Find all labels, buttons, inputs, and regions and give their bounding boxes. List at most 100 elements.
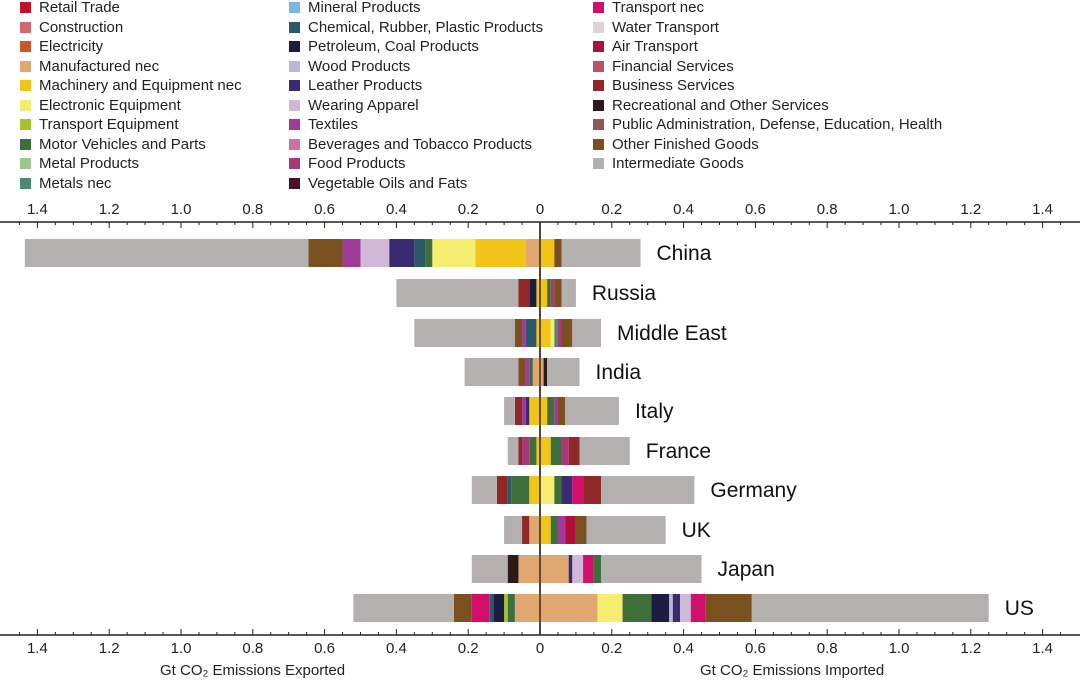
legend-swatch	[289, 2, 300, 13]
legend-label: Transport nec	[612, 0, 704, 16]
bar-segment-imported-manufactured	[540, 555, 569, 583]
bar-segment-imported-intermediate	[565, 397, 619, 425]
bar-segment-exported-intermediate	[464, 358, 519, 386]
country-label: Japan	[718, 558, 775, 581]
legend-swatch	[289, 177, 300, 189]
bar-segment-exported-chemical	[507, 476, 512, 504]
bar-segment-exported-apparel	[360, 239, 390, 267]
bar-segment-exported-intermediate	[471, 555, 508, 583]
legend-label: Financial Services	[612, 57, 734, 75]
bar-segment-imported-other_finished	[705, 594, 752, 622]
legend-item: Manufactured nec	[20, 57, 159, 76]
bar-segment-imported-intermediate	[601, 555, 702, 583]
tick-label: 1.2	[960, 640, 981, 657]
bar-segment-exported-motor	[529, 358, 533, 386]
legend-swatch	[20, 80, 31, 91]
bar-segment-exported-chemical	[414, 239, 426, 267]
bar-segment-imported-electronic	[540, 476, 555, 504]
bar-segment-imported-leather	[568, 555, 573, 583]
bar-segment-exported-manufactured	[514, 594, 540, 622]
legend-item: Motor Vehicles and Parts	[20, 135, 206, 154]
bar-segment-exported-motor	[529, 437, 537, 465]
bar-segment-exported-recreational	[507, 555, 519, 583]
legend-swatch	[20, 138, 31, 150]
bar-segment-exported-leather	[389, 239, 415, 267]
bar-segment-exported-machinery	[475, 239, 526, 267]
legend-swatch	[20, 21, 31, 33]
legend-swatch	[593, 99, 604, 111]
legend-item: Wearing Apparel	[289, 96, 419, 115]
legend-swatch	[289, 99, 300, 111]
tick-label: 0.8	[242, 201, 263, 218]
tick-label: 1.4	[1032, 201, 1053, 218]
bar-segment-imported-transport_nec	[572, 476, 584, 504]
legend-swatch	[593, 138, 604, 150]
legend-swatch	[593, 80, 604, 91]
tick-label: 0.6	[314, 201, 335, 218]
bar-segment-exported-food	[522, 437, 530, 465]
legend-label: Public Administration, Defense, Educatio…	[612, 116, 943, 133]
bar-segment-exported-electronic	[432, 239, 476, 267]
bar-segment-imported-machinery	[540, 516, 551, 544]
bar-segment-exported-chemical	[489, 594, 494, 622]
legend-item: Recreational and Other Services	[593, 96, 829, 115]
bar-segment-exported-business	[518, 279, 530, 307]
bar-segment-imported-food	[557, 319, 562, 347]
legend-label: Metal Products	[39, 155, 140, 172]
legend-swatch	[20, 177, 31, 189]
legend-swatch	[289, 119, 300, 130]
tick-label: 1.0	[889, 640, 910, 657]
bar-segment-exported-textiles	[522, 397, 526, 425]
legend-item: Petroleum, Coal Products	[289, 37, 479, 56]
legend-swatch	[289, 21, 300, 33]
bar-segment-imported-motor	[547, 397, 555, 425]
legend-label: Metals nec	[39, 174, 112, 192]
bar-segment-exported-business	[514, 397, 523, 425]
legend-label: Retail Trade	[39, 0, 120, 16]
tick-label: 0.8	[817, 201, 838, 218]
legend-swatch	[20, 60, 31, 72]
legend-item: Retail Trade	[20, 0, 120, 17]
bar-segment-imported-machinery	[540, 397, 548, 425]
tick-label: 0.6	[745, 640, 766, 657]
legend-label: Recreational and Other Services	[612, 96, 829, 114]
bar-segment-imported-transport_nec	[690, 594, 706, 622]
bar-segment-exported-transport_eq	[504, 594, 508, 622]
legend-swatch	[593, 2, 604, 13]
legend-label: Vegetable Oils and Fats	[308, 174, 468, 192]
legend-swatch	[289, 41, 300, 52]
tick-label: 0.8	[817, 640, 838, 657]
bar-segment-exported-machinery	[536, 437, 540, 465]
legend-label: Transport Equipment	[39, 116, 179, 133]
bar-segment-exported-other_finished	[518, 358, 526, 386]
legend-swatch	[593, 21, 604, 33]
bar-segment-exported-intermediate	[24, 239, 309, 267]
legend-item: Air Transport	[593, 37, 698, 56]
country-label: France	[646, 440, 711, 463]
legend-swatch	[20, 158, 31, 169]
legend-item: Other Finished Goods	[593, 135, 759, 154]
bar-segment-imported-motor	[550, 516, 558, 544]
bar-segment-imported-machinery	[540, 319, 551, 347]
bar-segment-exported-motor	[511, 476, 530, 504]
tick-label: 0.4	[386, 201, 407, 218]
bar-segment-imported-electronic	[550, 319, 555, 347]
legend-label: Manufactured nec	[39, 57, 160, 75]
tick-label: 0	[536, 201, 544, 218]
tick-label: 1.2	[99, 640, 120, 657]
bar-segment-exported-manufactured	[525, 239, 540, 267]
tick-label: 0.8	[242, 640, 263, 657]
legend-label: Business Services	[612, 77, 735, 94]
bar-segment-exported-petroleum	[493, 594, 505, 622]
tick-label: 1.0	[171, 640, 192, 657]
legend-swatch	[20, 2, 31, 13]
bar-segment-exported-machinery	[529, 476, 540, 504]
legend-item: Electricity	[20, 37, 103, 56]
tick-label: 1.4	[27, 201, 48, 218]
bar-segment-exported-intermediate	[471, 476, 497, 504]
legend-item: Textiles	[289, 115, 358, 134]
country-label: Middle East	[617, 322, 727, 345]
bar-segment-imported-intermediate	[586, 516, 666, 544]
bar-segment-exported-intermediate	[504, 516, 523, 544]
country-label: US	[1005, 597, 1034, 620]
